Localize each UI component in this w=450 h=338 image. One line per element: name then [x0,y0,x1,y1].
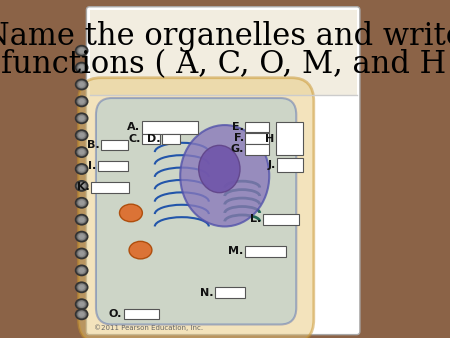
Text: O.: O. [109,309,122,319]
Bar [162,134,180,144]
Ellipse shape [78,132,85,138]
Bar [101,140,128,150]
Bar [263,214,300,225]
Bar [277,158,303,172]
Ellipse shape [78,166,85,172]
Ellipse shape [78,301,85,307]
Ellipse shape [180,125,269,226]
FancyBboxPatch shape [96,98,296,324]
Text: E.: E. [232,122,244,132]
Ellipse shape [76,79,88,90]
Ellipse shape [76,164,88,174]
Ellipse shape [76,282,88,292]
Text: I.: I. [88,161,96,171]
Ellipse shape [78,311,85,317]
Text: B.: B. [86,140,99,150]
Ellipse shape [129,241,152,259]
Ellipse shape [76,147,88,157]
Bar [98,161,128,171]
Bar [245,133,269,144]
Text: A.: A. [127,122,140,132]
Text: K.: K. [77,182,90,192]
Text: M.: M. [228,246,243,257]
Bar [245,246,286,257]
Ellipse shape [78,149,85,155]
Ellipse shape [76,232,88,242]
Ellipse shape [78,115,85,121]
Ellipse shape [78,234,85,240]
Bar [245,144,269,155]
Text: J.: J. [267,160,275,170]
Ellipse shape [78,267,85,273]
Ellipse shape [78,200,85,206]
Bar [91,182,129,193]
Text: L.: L. [250,214,261,224]
Ellipse shape [76,113,88,123]
Ellipse shape [78,183,85,189]
Ellipse shape [78,250,85,257]
Ellipse shape [78,81,85,88]
Text: C.: C. [128,134,140,144]
Bar [215,287,245,298]
Text: ©2011 Pearson Education, Inc.: ©2011 Pearson Education, Inc. [94,324,203,331]
Ellipse shape [78,65,85,71]
Text: functions ( A, C, O, M, and H: functions ( A, C, O, M, and H [0,49,446,80]
Ellipse shape [78,98,85,104]
Ellipse shape [76,198,88,208]
FancyBboxPatch shape [86,7,360,335]
Ellipse shape [76,265,88,275]
Text: N.: N. [200,288,214,298]
Ellipse shape [198,145,240,193]
Ellipse shape [76,130,88,140]
Ellipse shape [76,96,88,106]
FancyBboxPatch shape [78,78,314,338]
Bar [142,121,198,134]
Text: Name the organelles and write: Name the organelles and write [0,21,450,52]
Ellipse shape [120,204,142,222]
Ellipse shape [76,299,88,309]
Text: F.: F. [234,133,244,143]
Text: G.: G. [230,144,244,154]
Text: D.: D. [147,134,161,144]
Ellipse shape [76,215,88,225]
Ellipse shape [78,217,85,223]
Ellipse shape [78,284,85,290]
Bar [275,122,303,155]
Ellipse shape [76,63,88,73]
Bar [142,134,160,144]
Ellipse shape [76,248,88,259]
Ellipse shape [76,46,88,56]
Bar [124,309,159,319]
Text: H: H [265,134,274,144]
Bar [245,122,269,132]
Bar [90,10,357,95]
Ellipse shape [78,48,85,54]
Ellipse shape [76,181,88,191]
Ellipse shape [76,309,88,319]
